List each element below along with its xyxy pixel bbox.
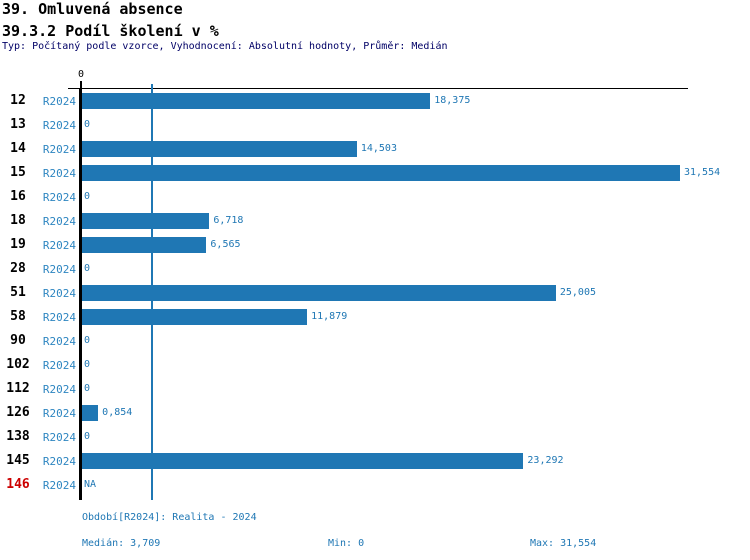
row-id-label: 138	[6, 429, 30, 444]
x-axis-zero-label: 0	[77, 69, 85, 80]
row-id-label: 18	[10, 213, 26, 228]
min-stat: Min: 0	[328, 538, 365, 549]
max-stat: Max: 31,554	[530, 538, 597, 549]
series-label: R2024	[42, 119, 76, 132]
x-axis-line	[68, 88, 688, 89]
value-label: 18,375	[434, 95, 471, 106]
value-label: 0	[84, 431, 91, 442]
chart-title: 39.3.2 Podíl školení v %	[2, 22, 219, 40]
value-label: 6,718	[213, 215, 244, 226]
x-axis-zero-tick	[80, 81, 82, 93]
series-label: R2024	[42, 455, 76, 468]
value-label: 6,565	[210, 239, 241, 250]
row-id-label: 13	[10, 117, 26, 132]
value-label: 0	[84, 119, 91, 130]
series-label: R2024	[42, 143, 76, 156]
value-bar	[82, 237, 207, 253]
series-label: R2024	[42, 239, 76, 252]
value-label: 0	[84, 335, 91, 346]
value-label: NA	[84, 479, 97, 490]
value-label: 14,503	[360, 143, 397, 154]
row-id-label: 15	[10, 165, 26, 180]
series-label: R2024	[42, 359, 76, 372]
value-bar	[82, 309, 308, 325]
row-id-label: 146	[6, 477, 30, 492]
value-label: 0	[84, 191, 91, 202]
series-label: R2024	[42, 263, 76, 276]
row-id-label: 51	[10, 285, 26, 300]
series-label: R2024	[42, 215, 76, 228]
series-label: R2024	[42, 311, 76, 324]
value-label: 11,879	[311, 311, 348, 322]
value-bar	[82, 93, 431, 109]
value-label: 25,005	[559, 287, 596, 298]
value-label: 0	[84, 383, 91, 394]
median-stat: Medián: 3,709	[82, 538, 161, 549]
series-label: R2024	[42, 479, 76, 492]
row-id-label: 12	[10, 93, 26, 108]
row-id-label: 90	[10, 333, 26, 348]
series-label: R2024	[42, 95, 76, 108]
row-id-label: 102	[6, 357, 30, 372]
bar-chart: 0 12 R2024 18,375 13 R2024 0 14 R2024 14,503 15 R2…	[0, 60, 750, 505]
value-bar	[82, 453, 524, 469]
row-id-label: 16	[10, 189, 26, 204]
series-label: R2024	[42, 335, 76, 348]
value-bar	[82, 405, 99, 421]
value-bar	[82, 141, 357, 157]
chart-meta-line: Typ: Počítaný podle vzorce, Vyhodnocení:…	[2, 41, 448, 52]
value-label: 31,554	[684, 167, 721, 178]
period-label: Období[R2024]: Realita - 2024	[82, 512, 257, 523]
row-id-label: 14	[10, 141, 26, 156]
series-label: R2024	[42, 383, 76, 396]
row-id-label: 126	[6, 405, 30, 420]
series-label: R2024	[42, 191, 76, 204]
value-label: 0	[84, 263, 91, 274]
value-label: 23,292	[527, 455, 564, 466]
report-title: 39. Omluvená absence	[2, 0, 183, 18]
value-bar	[82, 165, 680, 181]
series-label: R2024	[42, 167, 76, 180]
series-label: R2024	[42, 407, 76, 420]
row-id-label: 112	[6, 381, 30, 396]
y-axis-line	[79, 88, 82, 500]
row-id-label: 145	[6, 453, 30, 468]
value-bar	[82, 213, 210, 229]
value-label: 0,854	[102, 407, 133, 418]
value-label: 0	[84, 359, 91, 370]
row-id-label: 19	[10, 237, 26, 252]
series-label: R2024	[42, 287, 76, 300]
series-label: R2024	[42, 431, 76, 444]
row-id-label: 28	[10, 261, 26, 276]
row-id-label: 58	[10, 309, 26, 324]
value-bar	[82, 285, 556, 301]
